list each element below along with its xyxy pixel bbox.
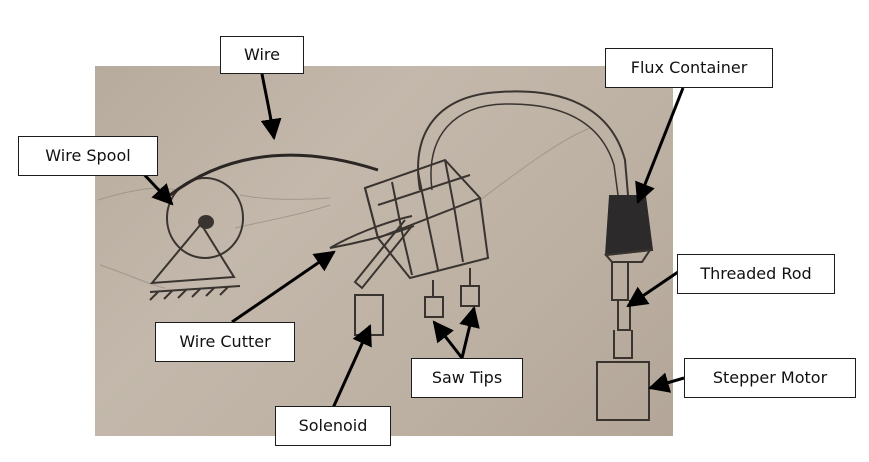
saw-tips-drawing <box>424 268 480 318</box>
label-saw-tips: Saw Tips <box>411 358 523 398</box>
arrow-solenoid <box>331 324 372 409</box>
stepper-motor-drawing <box>596 361 650 421</box>
arrow-saw-tips-left <box>432 320 464 359</box>
wire-spool-drawing <box>149 177 244 301</box>
label-wire-spool: Wire Spool <box>18 136 158 176</box>
label-stepper-motor: Stepper Motor <box>684 358 856 398</box>
wire-cutter-drawing <box>329 215 415 290</box>
wire-drawing <box>169 153 379 197</box>
arrow-stepper-motor <box>647 372 685 393</box>
arrow-saw-tips-right <box>459 305 480 359</box>
arrow-wire-cutter <box>231 250 336 324</box>
arrow-flux-container <box>635 87 685 204</box>
flux-container-drawing <box>604 195 654 263</box>
flux-tube-inner-drawing <box>430 103 619 196</box>
arrow-wire <box>260 73 282 141</box>
label-wire: Wire <box>220 36 304 74</box>
label-solenoid: Solenoid <box>275 406 391 446</box>
flux-tube-drawing <box>417 90 629 196</box>
label-wire-cutter: Wire Cutter <box>155 322 295 362</box>
threaded-rod-drawing <box>611 262 633 359</box>
arrow-threaded-rod <box>626 270 679 308</box>
background-pencil-strokes <box>97 127 591 289</box>
label-threaded-rod: Threaded Rod <box>677 254 835 294</box>
annotation-arrows <box>136 73 685 409</box>
label-flux-container: Flux Container <box>605 48 773 88</box>
sketch-photo <box>95 66 673 436</box>
